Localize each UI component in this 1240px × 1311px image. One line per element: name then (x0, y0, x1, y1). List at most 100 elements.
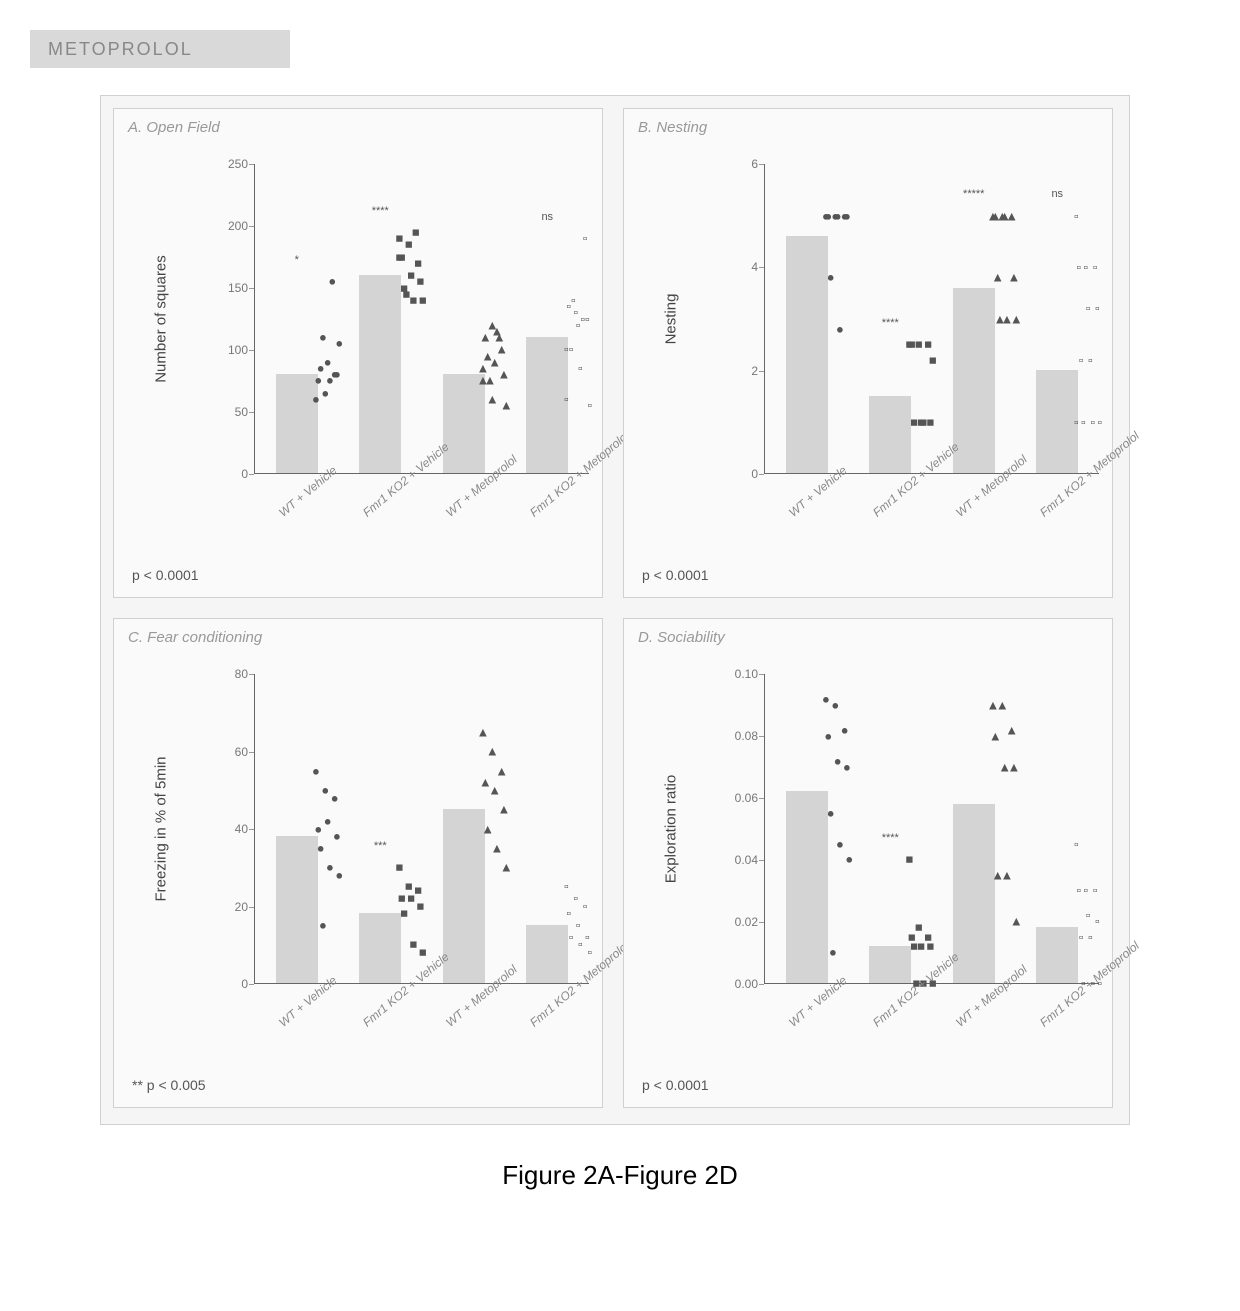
data-point: ■ (396, 861, 404, 874)
data-point: ● (843, 760, 851, 773)
data-point: ▫ (583, 899, 588, 912)
data-point: ■ (405, 238, 413, 251)
y-axis: 020406080 (209, 674, 254, 984)
data-point: ▫ (581, 312, 586, 325)
data-point: ▲ (500, 399, 513, 412)
data-point: ■ (412, 225, 420, 238)
data-point: ▫ (571, 293, 576, 306)
y-axis-label: Nesting (663, 294, 680, 345)
data-point: ▲ (477, 361, 490, 374)
data-point: ▫ (583, 232, 588, 245)
plot-area: ●●●●●●●●●●****■■■■■■■■■■▲▲▲▲▲▲▲▲▲▫▫▫▫▫▫▫… (764, 674, 1099, 984)
bar (359, 275, 401, 473)
data-point: ▫ (1074, 415, 1079, 428)
x-labels: WT + VehicleFmr1 KO2 + VehicleWT + Metop… (209, 479, 589, 569)
data-point: ● (827, 271, 835, 284)
data-point: ▲ (486, 745, 499, 758)
data-point: ■ (917, 939, 925, 952)
data-point: ■ (908, 338, 916, 351)
header-bar: METOPROLOL (30, 30, 290, 68)
bar (953, 804, 995, 983)
data-point: ▲ (488, 783, 501, 796)
data-point: ▫ (564, 880, 569, 893)
p-value-text: p < 0.0001 (642, 567, 709, 583)
chart-zone: Number of squares050100150200250*●●●●●●●… (209, 164, 589, 474)
data-point: ● (312, 764, 320, 777)
data-point: ● (836, 837, 844, 850)
p-value-text: p < 0.0001 (642, 1077, 709, 1093)
data-point: ■ (910, 415, 918, 428)
y-tick: 0.10 (735, 667, 758, 681)
panel-a: A. Open FieldNumber of squares0501001502… (113, 108, 603, 598)
panel-c: C. Fear conditioning Freezing in % of 5mi… (113, 618, 603, 1108)
data-point: ● (331, 791, 339, 804)
data-point: ● (324, 814, 332, 827)
bar (786, 791, 828, 983)
significance-label: ns (1051, 188, 1063, 200)
y-tick: 250 (228, 157, 248, 171)
data-point: ● (312, 392, 320, 405)
data-point: ▫ (585, 930, 590, 943)
data-point: ● (317, 841, 325, 854)
bar (443, 374, 485, 473)
figure-area: A. Open FieldNumber of squares0501001502… (100, 95, 1130, 1125)
data-point: ■ (417, 899, 425, 912)
data-point: ▲ (1001, 868, 1014, 881)
data-point: ▫ (588, 399, 593, 412)
y-axis-label: Freezing in % of 5min (153, 756, 170, 901)
data-point: ● (834, 209, 842, 222)
y-tick: 0.02 (735, 915, 758, 929)
data-point: ▫ (578, 938, 583, 951)
panel-title: A. Open Field (128, 119, 220, 136)
data-point: ● (827, 807, 835, 820)
data-point: ● (317, 361, 325, 374)
data-point: ▲ (486, 318, 499, 331)
data-point: ▫ (1098, 415, 1103, 428)
data-point: ■ (403, 287, 411, 300)
bar (1036, 927, 1078, 983)
bar (526, 925, 568, 983)
y-tick-line (759, 984, 764, 985)
y-tick: 80 (235, 667, 248, 681)
significance-label: **** (372, 205, 389, 217)
data-point: ■ (414, 256, 422, 269)
data-point: ▲ (1005, 723, 1018, 736)
data-point: ● (836, 322, 844, 335)
data-point: ▫ (564, 392, 569, 405)
plot-area: ●●●●●●●●****■■■■■■■■■*****▲▲▲▲▲▲▲▲▲▲ns▫▫… (764, 164, 1099, 474)
data-point: ▫ (1093, 884, 1098, 897)
y-tick: 150 (228, 281, 248, 295)
y-tick: 0.06 (735, 791, 758, 805)
data-point: ● (829, 946, 837, 959)
y-tick: 100 (228, 343, 248, 357)
panel-title: D. Sociability (638, 629, 725, 646)
data-point: ▫ (1095, 302, 1100, 315)
data-point: ● (335, 868, 343, 881)
y-axis-label: Exploration ratio (663, 775, 680, 883)
data-point: ■ (920, 415, 928, 428)
data-point: ● (843, 209, 851, 222)
data-point: ▫ (1079, 930, 1084, 943)
data-point: ● (326, 374, 334, 387)
bar (953, 288, 995, 473)
figure-caption: Figure 2A-Figure 2D (0, 1160, 1240, 1191)
data-point: ▫ (1081, 415, 1086, 428)
data-point: ▲ (989, 729, 1002, 742)
x-labels: WT + VehicleFmr1 KO2 + VehicleWT + Metop… (719, 479, 1099, 569)
panel-title: C. Fear conditioning (128, 629, 262, 646)
data-point: ▲ (1010, 915, 1023, 928)
p-value-text: p < 0.0001 (132, 567, 199, 583)
y-axis: 050100150200250 (209, 164, 254, 474)
data-point: ▲ (481, 822, 494, 835)
y-tick: 40 (235, 822, 248, 836)
data-point: ■ (410, 293, 418, 306)
data-point: ■ (910, 939, 918, 952)
significance-label: * (295, 254, 299, 266)
data-point: ▲ (996, 698, 1009, 711)
data-point: ■ (417, 275, 425, 288)
data-point: ▫ (578, 361, 583, 374)
data-point: ▲ (500, 861, 513, 874)
data-point: ▲ (495, 764, 508, 777)
bar (1036, 370, 1078, 473)
data-point: ▲ (1008, 271, 1021, 284)
